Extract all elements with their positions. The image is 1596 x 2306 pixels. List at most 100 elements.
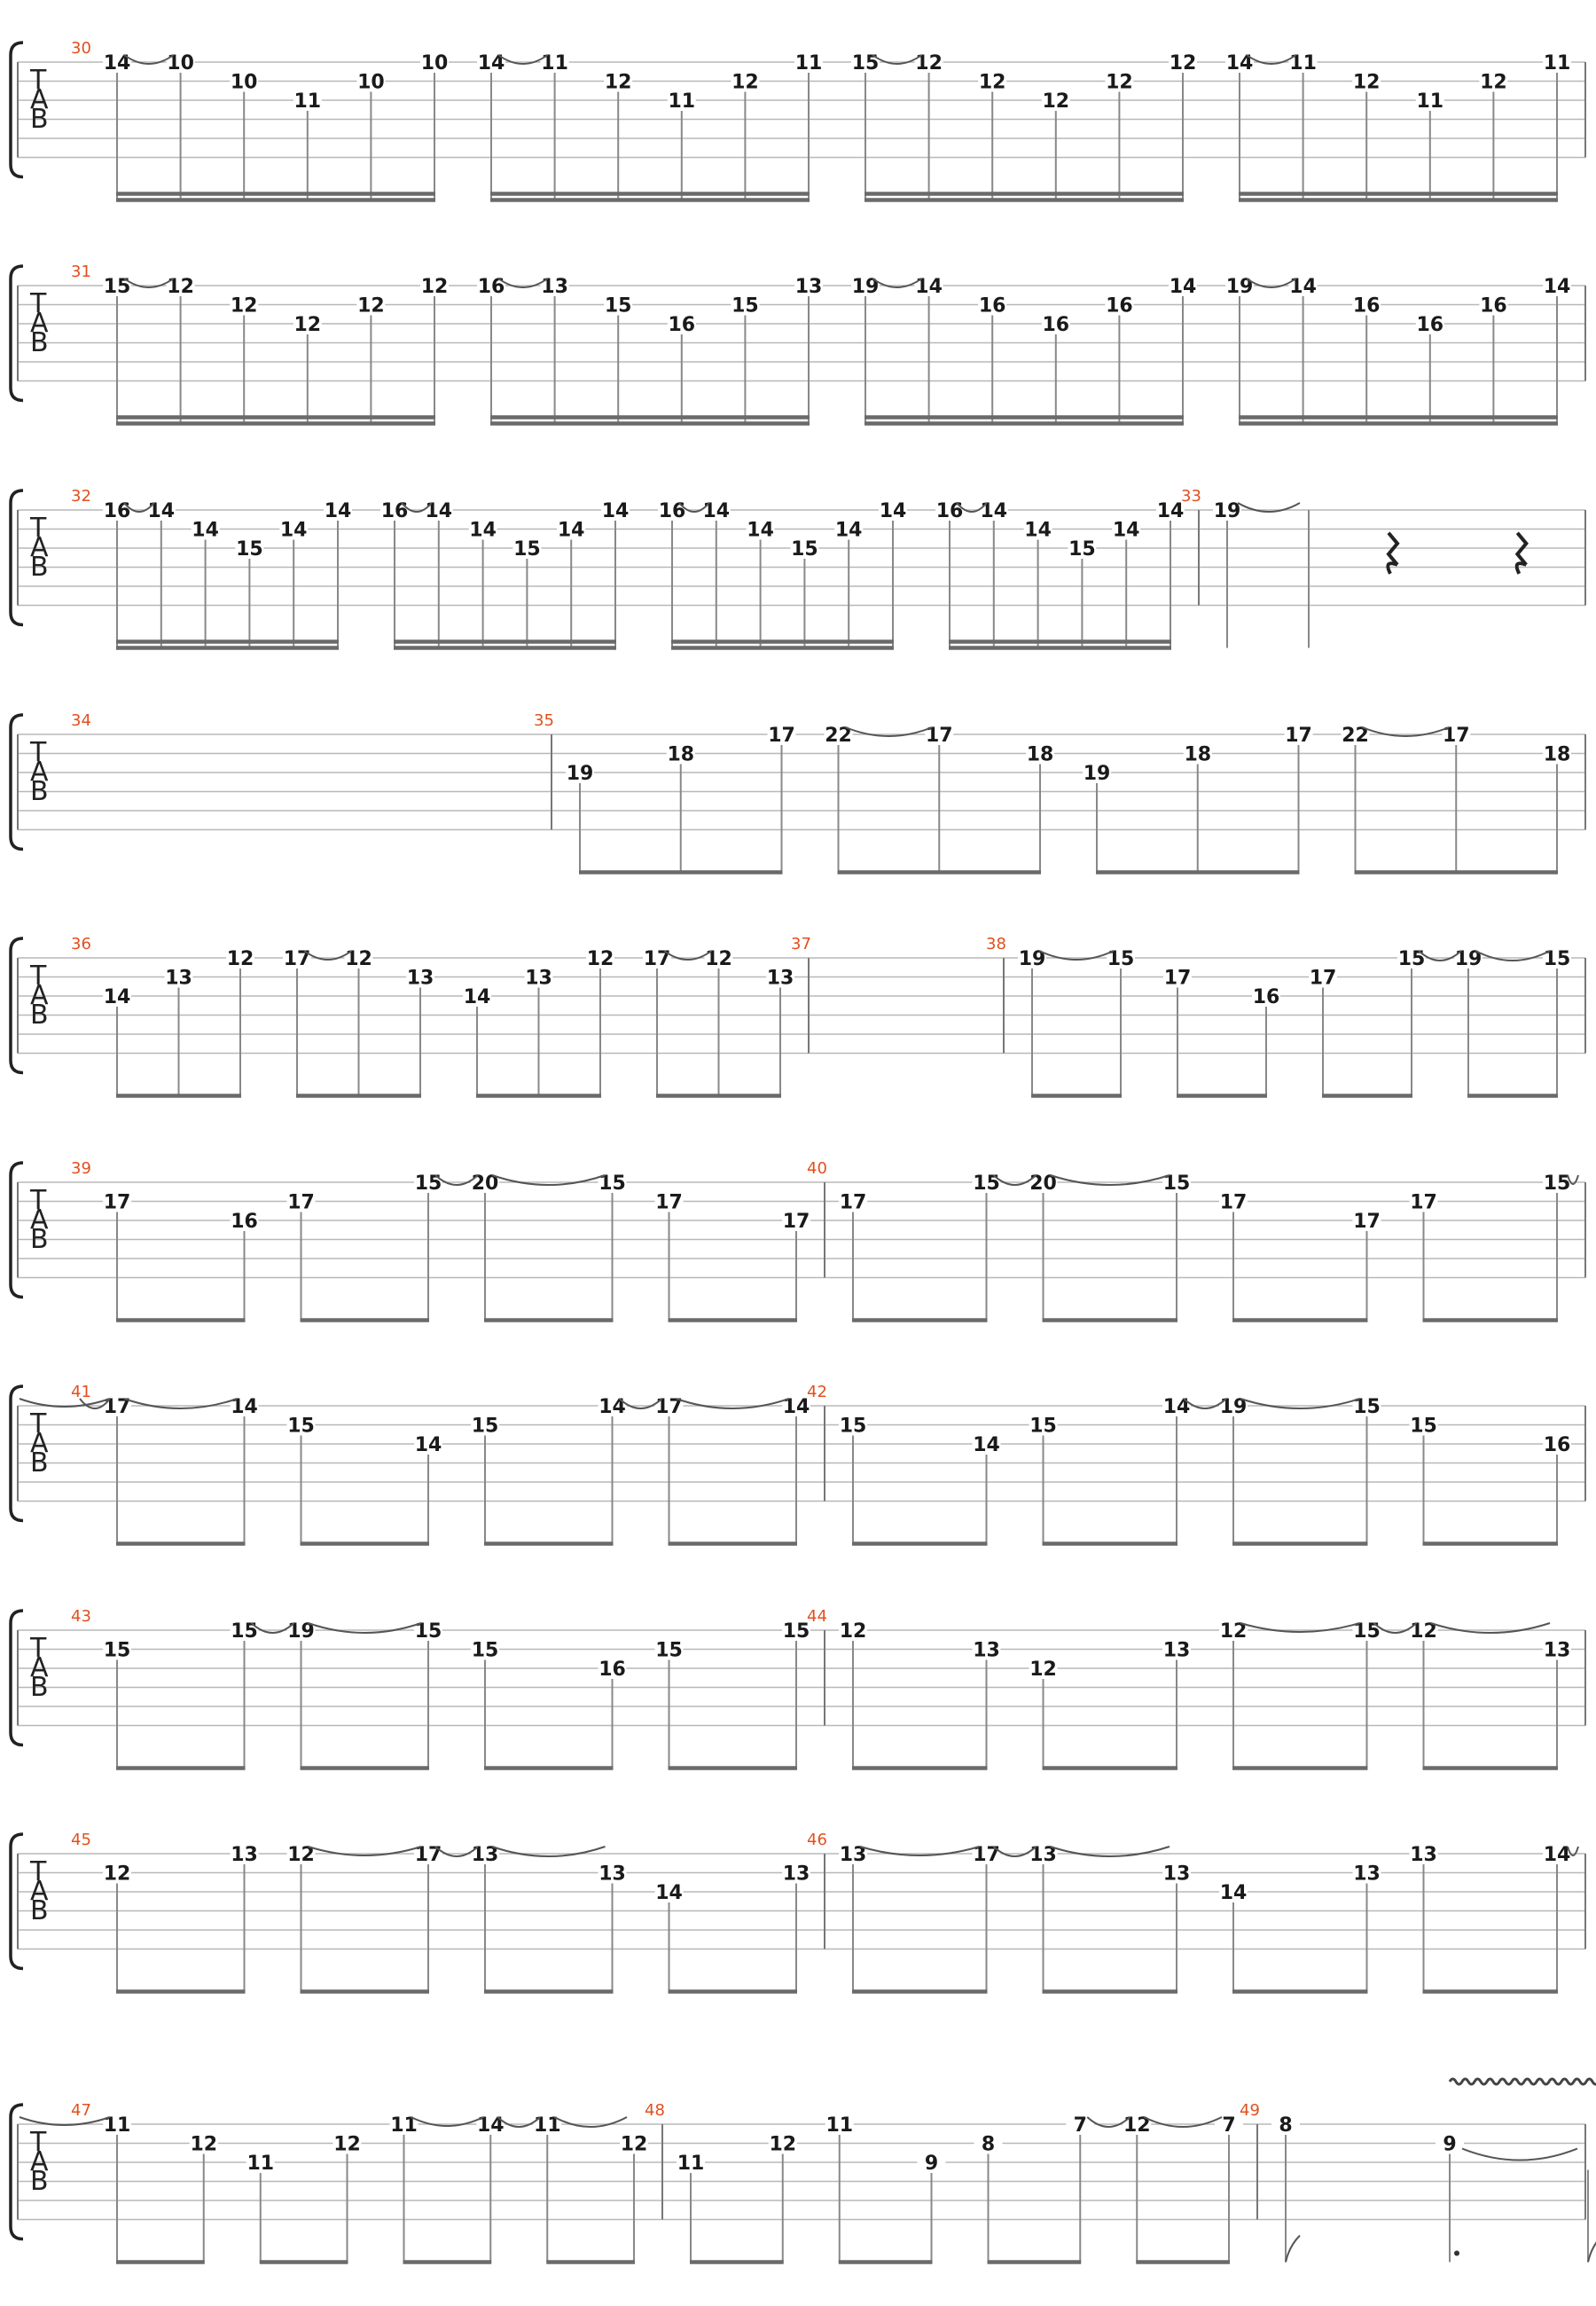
fret-background	[286, 1844, 316, 1862]
tie-arc	[497, 2116, 541, 2128]
tie-arc	[845, 726, 933, 737]
system-brace	[9, 937, 24, 1075]
fret-background	[1225, 276, 1254, 294]
measure-number: 49	[1240, 2101, 1260, 2120]
fret-number: 19	[1084, 763, 1111, 785]
tab-clef-letter: T	[29, 1408, 47, 1439]
measure-number: 43	[71, 1607, 91, 1626]
fret-background	[477, 276, 505, 294]
fret-number: 13	[165, 968, 192, 990]
tab-clef-letter: T	[29, 513, 47, 544]
fret-background	[380, 500, 409, 518]
fret-background	[598, 1396, 627, 1414]
tab-clef-letter: B	[30, 776, 49, 807]
fret-background	[557, 519, 586, 537]
fret-number: 17	[1220, 1192, 1248, 1214]
fret-background	[1415, 314, 1444, 332]
fret-background	[746, 519, 775, 537]
tie-arc	[123, 54, 175, 65]
tie-arc	[992, 1174, 1037, 1186]
fret-background	[794, 52, 823, 70]
fret-number: 14	[747, 520, 774, 542]
fret-background	[677, 2153, 705, 2170]
fret-background	[601, 500, 630, 518]
fret-number: 13	[795, 276, 823, 298]
fret-number: 9	[925, 2153, 938, 2175]
fret-background	[468, 519, 497, 537]
tab-clef-letter: A	[30, 1204, 49, 1235]
fret-background	[414, 1844, 442, 1862]
measure-number: 37	[791, 935, 811, 953]
fret-number: 15	[1398, 948, 1426, 970]
tab-clef-letter: B	[30, 2166, 49, 2197]
fret-number: 12	[293, 314, 321, 336]
measure-number: 30	[71, 39, 91, 58]
fret-number: 14	[973, 1434, 1000, 1456]
note-group: 12 13	[103, 1844, 259, 1994]
fret-background	[286, 1191, 316, 1210]
fret-background	[1041, 90, 1070, 108]
fret-background	[471, 1639, 499, 1658]
fret-number: 15	[1544, 1173, 1571, 1195]
fret-background	[1252, 986, 1280, 1004]
fret-background	[1123, 2114, 1152, 2132]
tie-arc	[1373, 1622, 1418, 1634]
fret-background	[1288, 276, 1318, 294]
fret-background	[230, 1396, 259, 1414]
note-group: 14 13 12	[463, 948, 614, 1098]
note-group: 19 15	[1018, 948, 1135, 1098]
fret-background	[1409, 1191, 1438, 1210]
fret-background	[1454, 948, 1483, 966]
tab-clef-letter: T	[29, 288, 47, 319]
fret-background	[293, 314, 322, 332]
fret-number: 18	[667, 744, 694, 766]
fret-number: 16	[668, 314, 695, 336]
fret-background	[1352, 1211, 1381, 1228]
fret-background	[235, 538, 264, 556]
tie-arc	[491, 1174, 606, 1186]
quarter-rest	[1386, 531, 1400, 575]
tab-clef-letter: A	[30, 757, 49, 788]
fret-background	[825, 2114, 854, 2132]
tie-arc	[956, 502, 988, 513]
fret-background	[1352, 294, 1381, 313]
fret-background	[782, 1863, 810, 1881]
measure-number: 39	[71, 1159, 91, 1178]
quarter-rest	[1514, 531, 1529, 575]
fret-background	[226, 948, 254, 966]
fret-background	[566, 763, 594, 780]
fret-number: 17	[768, 725, 795, 747]
fret-number: 13	[231, 1844, 258, 1866]
fret-background	[103, 986, 131, 1004]
fret-background	[164, 967, 193, 985]
tie-arc	[497, 278, 549, 288]
tie-arc	[123, 278, 175, 288]
fret-background	[1352, 1620, 1381, 1638]
fret-background	[1543, 1434, 1571, 1452]
fret-background	[972, 1639, 1001, 1658]
fret-number: 12	[104, 1863, 131, 1886]
fret-background	[344, 948, 373, 966]
fret-number: 12	[421, 276, 449, 298]
note-group: 87	[974, 2114, 1095, 2264]
tab-clef-letter: T	[29, 1633, 47, 1664]
fret-number: 14	[1157, 500, 1185, 522]
tab-clef-letter: A	[30, 1428, 49, 1459]
fret-number: 17	[1410, 1192, 1437, 1214]
fret-background	[768, 2133, 797, 2152]
fret-number: 7	[1074, 2114, 1087, 2137]
fret-number: 17	[655, 1192, 683, 1214]
fret-background	[524, 967, 553, 985]
fret-background	[1068, 538, 1097, 556]
